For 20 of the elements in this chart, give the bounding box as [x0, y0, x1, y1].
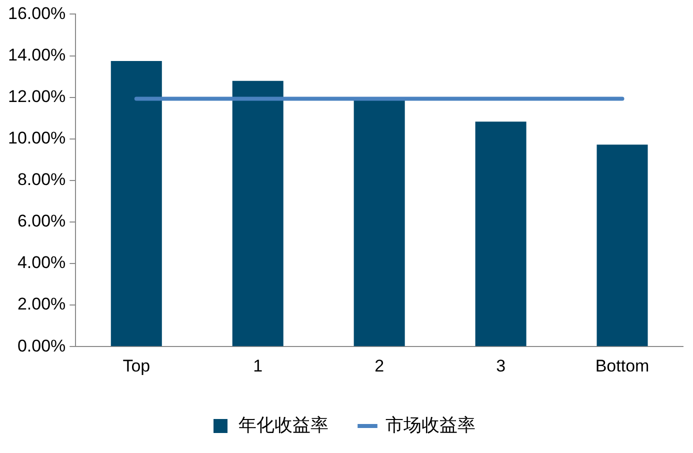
legend-label: 市场收益率: [386, 414, 476, 435]
y-tick-label: 6.00%: [17, 212, 66, 231]
bar: [232, 80, 284, 346]
x-tick-label: 3: [496, 356, 506, 376]
bar: [596, 144, 648, 346]
y-tick-label: 4.00%: [17, 253, 66, 272]
y-tick-label: 0.00%: [17, 336, 66, 356]
y-tick-label: 12.00%: [8, 86, 66, 106]
y-tick-label: 10.00%: [8, 128, 66, 148]
y-tick-label: 14.00%: [8, 45, 66, 64]
bar: [475, 122, 526, 346]
x-tick-label: 1: [253, 356, 263, 376]
x-tick-label: Bottom: [595, 356, 650, 376]
x-tick-label: 2: [374, 356, 384, 376]
y-tick-label: 8.00%: [17, 170, 66, 190]
legend-label: 年化收益率: [238, 414, 328, 435]
bar: [110, 60, 162, 346]
x-tick-label: Top: [122, 356, 150, 376]
y-tick-label: 16.00%: [8, 4, 66, 23]
y-tick-label: 2.00%: [17, 294, 66, 314]
